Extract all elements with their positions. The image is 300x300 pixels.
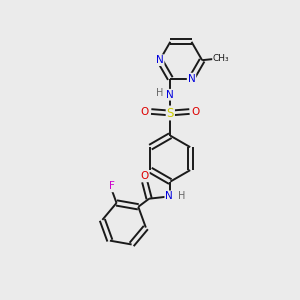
Text: CH₃: CH₃ xyxy=(213,54,230,63)
Text: N: N xyxy=(167,90,174,100)
Text: H: H xyxy=(156,88,164,98)
Text: N: N xyxy=(156,55,164,65)
Text: N: N xyxy=(165,191,173,201)
Text: H: H xyxy=(178,191,185,201)
Text: F: F xyxy=(109,182,114,191)
Text: S: S xyxy=(167,106,174,119)
Text: O: O xyxy=(141,106,149,116)
Text: O: O xyxy=(192,106,200,116)
Text: O: O xyxy=(141,171,149,181)
Text: N: N xyxy=(188,74,195,84)
